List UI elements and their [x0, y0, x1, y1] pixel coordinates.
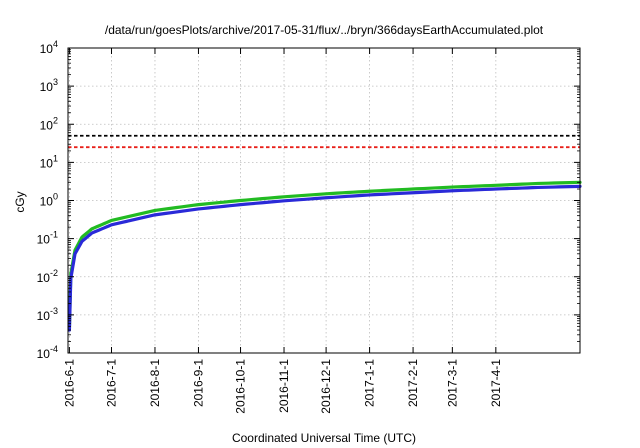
x-axis-ticks: 2016-6-1 2016-7-1 2016-8-1 2016-9-1 2016-10-… [62, 48, 503, 414]
chart-title: /data/run/goesPlots/archive/2017-05-31/f… [105, 23, 544, 37]
y-tick-label: 103 [40, 77, 58, 94]
y-tick-label: 102 [40, 115, 58, 132]
series-line [67, 180, 582, 330]
y-tick-label: 104 [40, 39, 58, 56]
x-tick-label: 2016-8-1 [148, 359, 162, 407]
x-tick-label: 2017-3-1 [445, 359, 459, 407]
grid-lines [68, 48, 580, 353]
x-axis-label: Coordinated Universal Time (UTC) [232, 431, 416, 445]
reference-lines [68, 134, 580, 149]
x-tick-label: 2016-9-1 [191, 359, 205, 407]
y-tick-label: 10-4 [37, 344, 58, 361]
x-tick-label: 2016-6-1 [62, 359, 76, 407]
y-tick-label: 100 [40, 192, 58, 209]
x-tick-label: 2016-7-1 [104, 359, 118, 407]
x-tick-label: 2016-12-1 [319, 359, 333, 414]
y-tick-label: 101 [40, 153, 58, 170]
y-tick-label: 10-1 [37, 230, 58, 247]
y-axis-label: cGy [13, 191, 27, 212]
x-tick-label: 2016-10-1 [234, 359, 248, 414]
series-line [67, 184, 582, 332]
x-tick-label: 2016-11-1 [277, 359, 291, 413]
y-axis-ticks: 10-4 10-3 10-2 10-1 100 101 102 103 104 [37, 39, 580, 361]
x-tick-label: 2017-2-1 [406, 359, 420, 407]
data-series [67, 180, 582, 332]
y-tick-label: 10-3 [37, 306, 58, 323]
y-tick-label: 10-2 [37, 268, 58, 285]
x-tick-label: 2017-1-1 [363, 359, 377, 407]
x-tick-label: 2017-4-1 [489, 359, 503, 407]
